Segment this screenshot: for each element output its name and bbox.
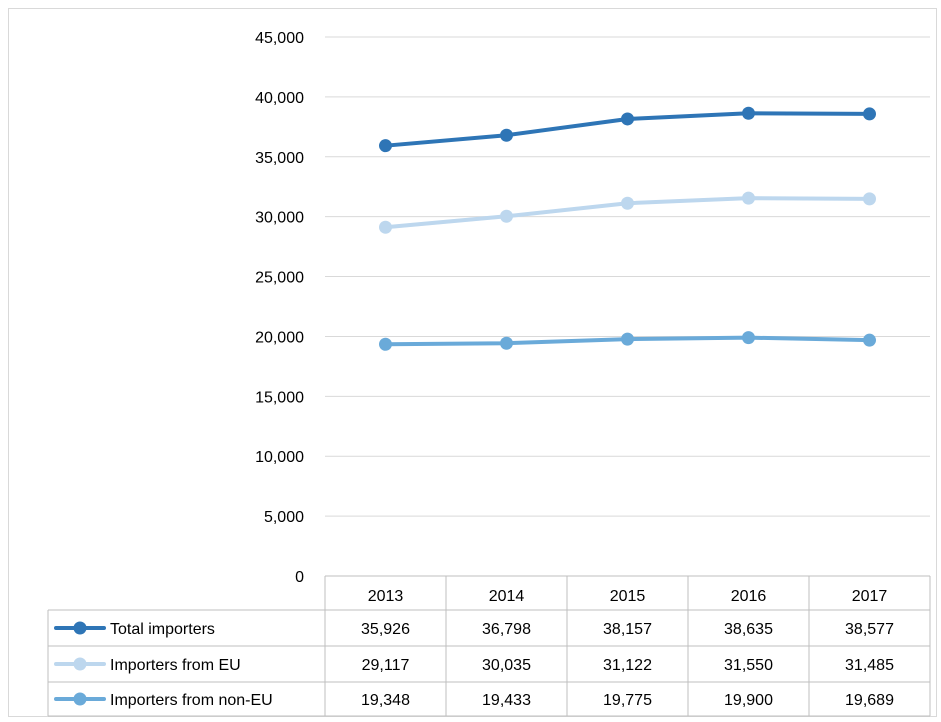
y-tick-label: 15,000 (255, 389, 304, 406)
y-tick-label: 10,000 (255, 449, 304, 466)
y-tick-label: 30,000 (255, 210, 304, 227)
data-table-value: 19,433 (482, 692, 531, 709)
legend-label: Total importers (110, 621, 215, 638)
data-point (863, 333, 876, 347)
x-category-label: 2015 (610, 588, 646, 605)
data-point (621, 112, 634, 126)
chart-frame (8, 8, 937, 717)
data-table-value: 38,157 (603, 621, 652, 638)
data-point (379, 337, 392, 351)
data-table-value: 19,348 (361, 692, 410, 709)
legend-label: Importers from non-EU (110, 692, 273, 709)
x-category-label: 2014 (489, 588, 525, 605)
legend-key-marker (73, 692, 87, 706)
data-table-value: 31,550 (724, 657, 773, 674)
data-point (742, 106, 755, 120)
data-table-value: 38,577 (845, 621, 894, 638)
y-tick-label: 5,000 (264, 509, 304, 526)
y-tick-label: 45,000 (255, 30, 304, 47)
data-table-value: 31,485 (845, 657, 894, 674)
data-point (379, 220, 392, 234)
data-table-value: 19,689 (845, 692, 894, 709)
y-tick-label: 35,000 (255, 150, 304, 167)
y-tick-label: 40,000 (255, 90, 304, 107)
data-point (863, 107, 876, 121)
legend-key-marker (73, 657, 87, 671)
y-tick-label: 20,000 (255, 329, 304, 346)
x-category-label: 2013 (368, 588, 404, 605)
data-table-value: 19,900 (724, 692, 773, 709)
data-point (621, 332, 634, 346)
data-point (500, 336, 513, 350)
data-table-value: 30,035 (482, 657, 531, 674)
data-point (621, 196, 634, 210)
data-point (379, 139, 392, 153)
x-category-label: 2017 (852, 588, 888, 605)
data-point (863, 192, 876, 206)
data-point (500, 209, 513, 223)
x-category-label: 2016 (731, 588, 767, 605)
data-point (500, 128, 513, 142)
legend-key-marker (73, 621, 87, 635)
data-point (742, 191, 755, 205)
data-table-value: 36,798 (482, 621, 531, 638)
legend-label: Importers from EU (110, 657, 241, 674)
data-table-value: 35,926 (361, 621, 410, 638)
y-tick-label: 0 (295, 569, 304, 586)
y-tick-label: 25,000 (255, 270, 304, 287)
data-table-value: 38,635 (724, 621, 773, 638)
data-table-value: 19,775 (603, 692, 652, 709)
data-table-value: 29,117 (362, 657, 410, 674)
data-table-value: 31,122 (603, 657, 652, 674)
data-point (742, 331, 755, 345)
